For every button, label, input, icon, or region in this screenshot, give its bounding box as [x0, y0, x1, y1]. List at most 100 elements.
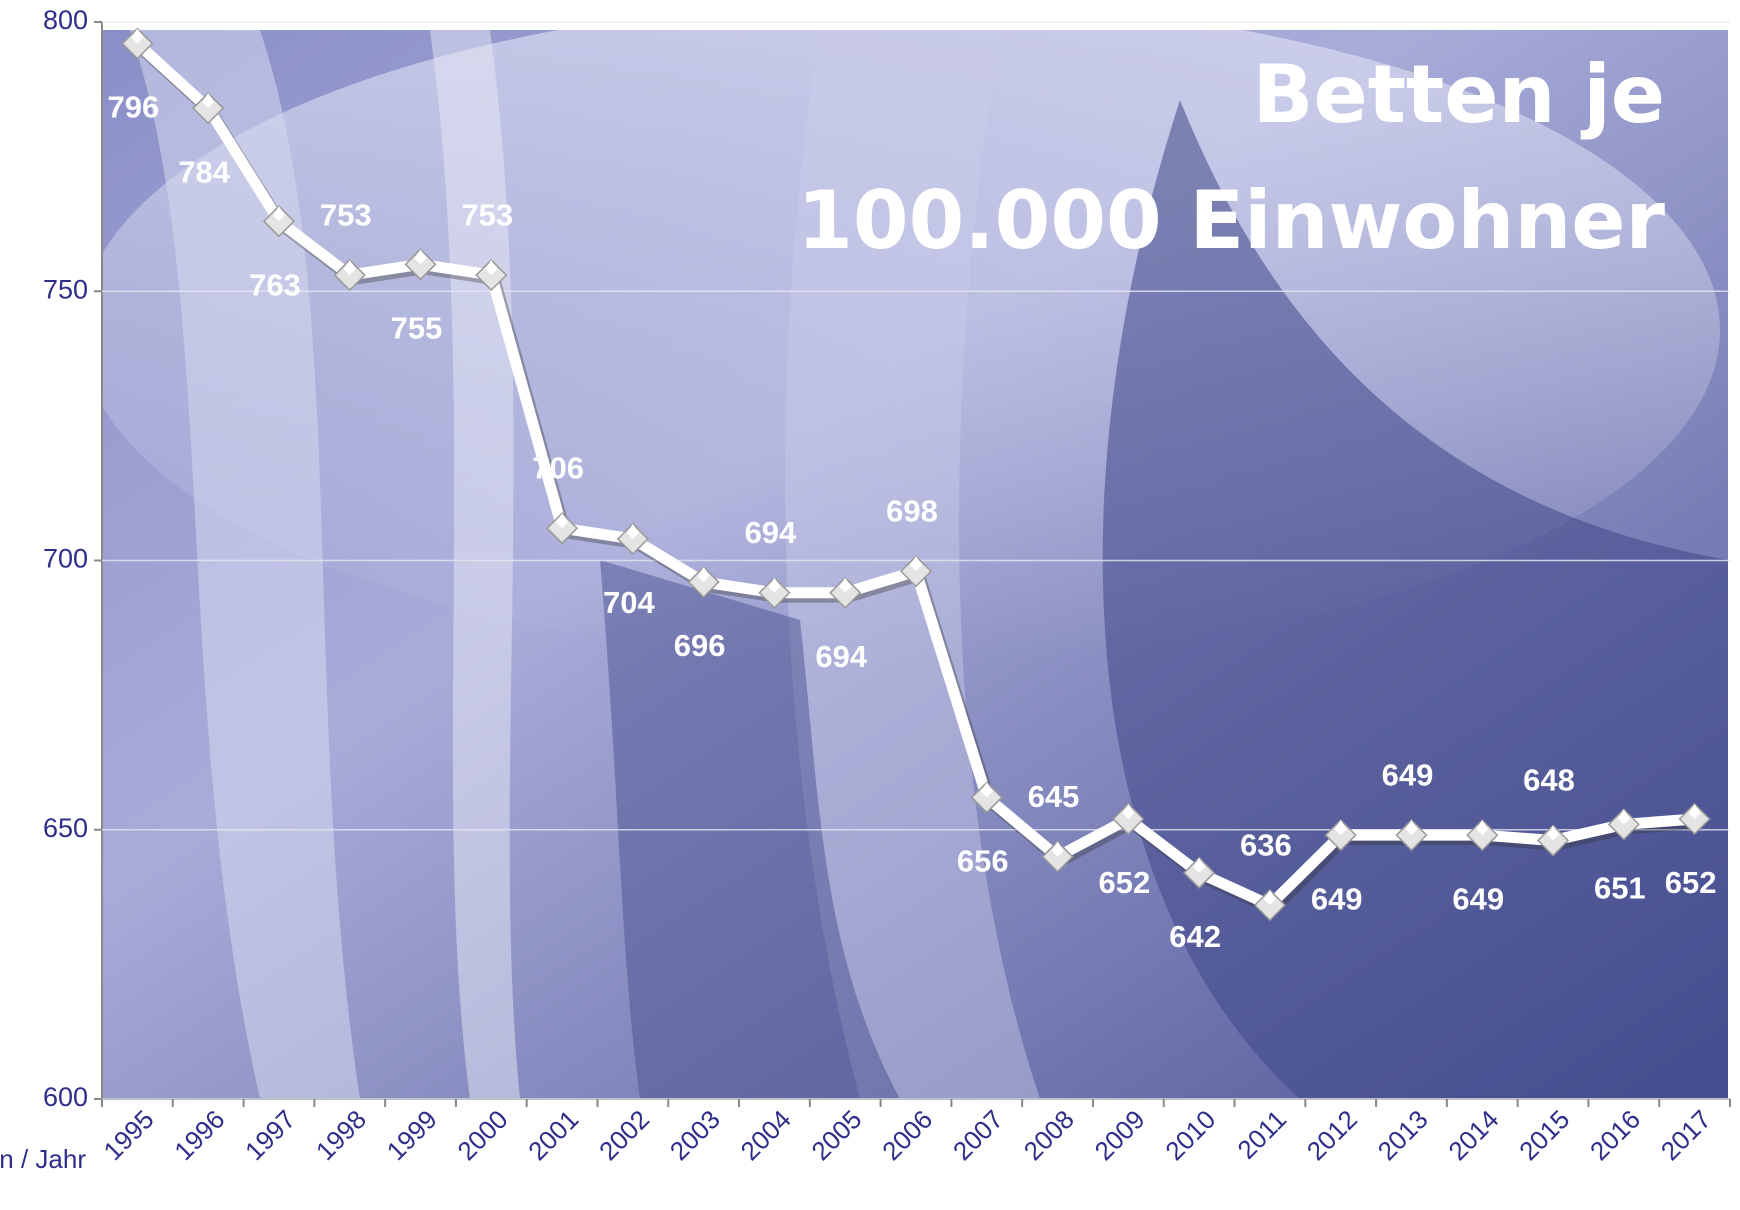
marker: [687, 565, 720, 599]
data-label: 796: [108, 90, 160, 125]
marker-shine: [343, 260, 356, 276]
y-tick-label: 700: [43, 544, 88, 574]
data-label: 656: [957, 844, 1009, 879]
x-tick-label: 2001: [522, 1104, 584, 1166]
x-tick-label: 1998: [310, 1104, 372, 1166]
x-tick-label: 2014: [1442, 1104, 1504, 1166]
marker-shine: [1334, 820, 1347, 836]
data-label: 706: [532, 450, 584, 485]
marker-shine: [910, 556, 922, 572]
x-tick-label: 2007: [947, 1104, 1009, 1166]
marker: [1536, 824, 1570, 857]
data-label: 753: [461, 197, 513, 232]
marker: [1324, 819, 1357, 852]
plot-background: [102, 30, 1728, 1099]
marker-shine: [1547, 825, 1560, 841]
marker: [404, 248, 437, 281]
data-label: 649: [1382, 757, 1434, 792]
y-tick-label: 750: [43, 274, 88, 304]
data-label: 784: [178, 154, 230, 189]
marker: [1183, 856, 1216, 889]
marker: [758, 576, 791, 609]
chart-title: 100.000 Einwohner: [797, 174, 1665, 267]
marker-shine: [768, 577, 781, 593]
x-tick-label: 1999: [381, 1104, 443, 1166]
data-label: 763: [249, 267, 301, 302]
marker-shine: [1688, 803, 1701, 819]
marker: [1041, 840, 1074, 873]
marker-shine: [556, 513, 569, 529]
marker: [616, 522, 649, 556]
marker: [1112, 802, 1145, 836]
data-label: 651: [1594, 871, 1646, 906]
data-label: 698: [886, 493, 938, 528]
data-label: 636: [1240, 827, 1292, 862]
marker: [192, 92, 225, 125]
x-tick-label: 2016: [1584, 1104, 1646, 1166]
x-axis-label: en / Jahr: [0, 1144, 86, 1174]
marker: [970, 781, 1003, 814]
marker-shine: [1476, 820, 1489, 836]
x-tick-label: 2006: [876, 1104, 938, 1166]
x-tick-label: 1995: [98, 1104, 160, 1166]
x-tick-label: 2012: [1301, 1104, 1363, 1166]
marker-shine: [697, 567, 710, 583]
marker-shine: [626, 523, 639, 539]
x-tick-label: 2004: [735, 1104, 797, 1166]
marker-shine: [1193, 857, 1206, 873]
x-tick-label: 2011: [1231, 1104, 1292, 1165]
x-tick-label: 2017: [1655, 1104, 1717, 1166]
x-tick-label: 2003: [664, 1104, 726, 1166]
marker-shine: [414, 249, 427, 265]
marker-shine: [980, 782, 993, 798]
data-label: 648: [1523, 763, 1575, 798]
marker-shine: [1051, 841, 1064, 857]
marker: [333, 259, 366, 292]
marker: [1253, 889, 1286, 922]
x-tick-label: 2009: [1088, 1104, 1150, 1166]
data-label: 696: [674, 628, 726, 663]
data-label: 755: [391, 311, 443, 346]
x-tick-label: 2008: [1018, 1104, 1080, 1166]
marker-shine: [1122, 803, 1135, 819]
x-tick-label: 2015: [1513, 1104, 1575, 1166]
marker-shine: [485, 260, 498, 276]
marker: [829, 576, 862, 609]
marker: [1678, 802, 1711, 836]
data-label: 649: [1311, 881, 1363, 916]
marker: [121, 27, 154, 60]
data-label: 694: [815, 639, 867, 674]
marker: [1466, 819, 1499, 852]
x-tick-label: 2000: [451, 1104, 513, 1166]
data-label: 753: [320, 197, 372, 232]
y-tick-label: 650: [43, 813, 88, 843]
x-tick-label: 1996: [168, 1104, 230, 1166]
marker: [475, 259, 508, 292]
marker-shine: [1405, 820, 1418, 836]
x-tick-label: 1997: [239, 1104, 301, 1166]
x-tick-label: 2005: [805, 1104, 867, 1166]
chart-title: Betten je: [1253, 48, 1665, 141]
x-tick-label: 2013: [1372, 1104, 1434, 1166]
marker-shine: [839, 577, 852, 593]
data-label: 652: [1098, 865, 1150, 900]
data-label: 642: [1169, 919, 1221, 954]
data-label: 649: [1452, 881, 1504, 916]
x-tick-label: 2002: [593, 1104, 655, 1166]
data-label: 645: [1028, 779, 1080, 814]
marker: [262, 205, 296, 238]
marker-shine: [202, 93, 215, 109]
x-tick-label: 2010: [1159, 1104, 1221, 1166]
data-label: 704: [603, 585, 655, 620]
data-label: 652: [1665, 865, 1717, 900]
marker: [1395, 819, 1428, 852]
marker: [1607, 808, 1640, 841]
y-tick-label: 600: [43, 1082, 88, 1112]
marker-shine: [1263, 890, 1276, 906]
data-label: 694: [745, 515, 797, 550]
marker-shine: [272, 206, 285, 222]
marker-shine: [1617, 809, 1630, 825]
marker-shine: [131, 28, 144, 44]
y-tick-label: 800: [43, 5, 88, 35]
